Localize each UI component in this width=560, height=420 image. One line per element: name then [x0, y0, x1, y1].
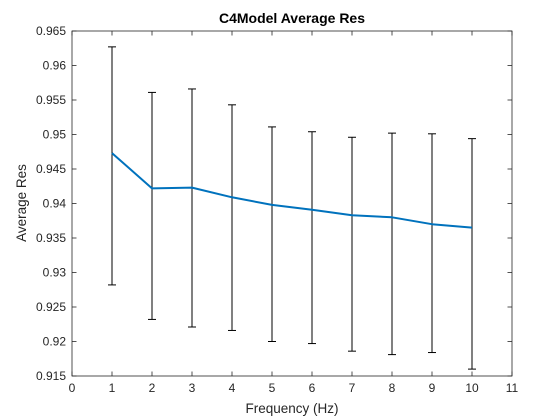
- x-tick-label: 5: [269, 381, 276, 395]
- y-tick-label: 0.945: [36, 162, 66, 176]
- y-tick-label: 0.925: [36, 300, 66, 314]
- x-tick-label: 1: [109, 381, 116, 395]
- x-tick-label: 11: [506, 381, 519, 395]
- plot-background: [72, 31, 512, 376]
- y-tick-label: 0.93: [43, 266, 67, 280]
- x-tick-label: 0: [69, 381, 76, 395]
- x-axis-label: Frequency (Hz): [245, 401, 338, 416]
- x-tick-label: 7: [349, 381, 356, 395]
- x-tick-label: 3: [189, 381, 196, 395]
- chart-title: C4Model Average Res: [219, 10, 365, 26]
- x-tick-label: 6: [309, 381, 316, 395]
- y-tick-label: 0.935: [36, 231, 66, 245]
- y-axis-label: Average Res: [14, 164, 29, 242]
- x-tick-label: 8: [389, 381, 396, 395]
- x-tick-label: 10: [465, 381, 479, 395]
- y-tick-label: 0.915: [36, 369, 66, 383]
- x-tick-label: 2: [149, 381, 156, 395]
- y-tick-label: 0.92: [43, 335, 67, 349]
- x-tick-label: 9: [429, 381, 436, 395]
- x-tick-label: 4: [229, 381, 236, 395]
- y-tick-label: 0.95: [43, 128, 67, 142]
- y-tick-label: 0.955: [36, 93, 66, 107]
- y-tick-label: 0.94: [43, 197, 67, 211]
- y-tick-label: 0.965: [36, 24, 66, 38]
- y-tick-label: 0.96: [43, 59, 67, 73]
